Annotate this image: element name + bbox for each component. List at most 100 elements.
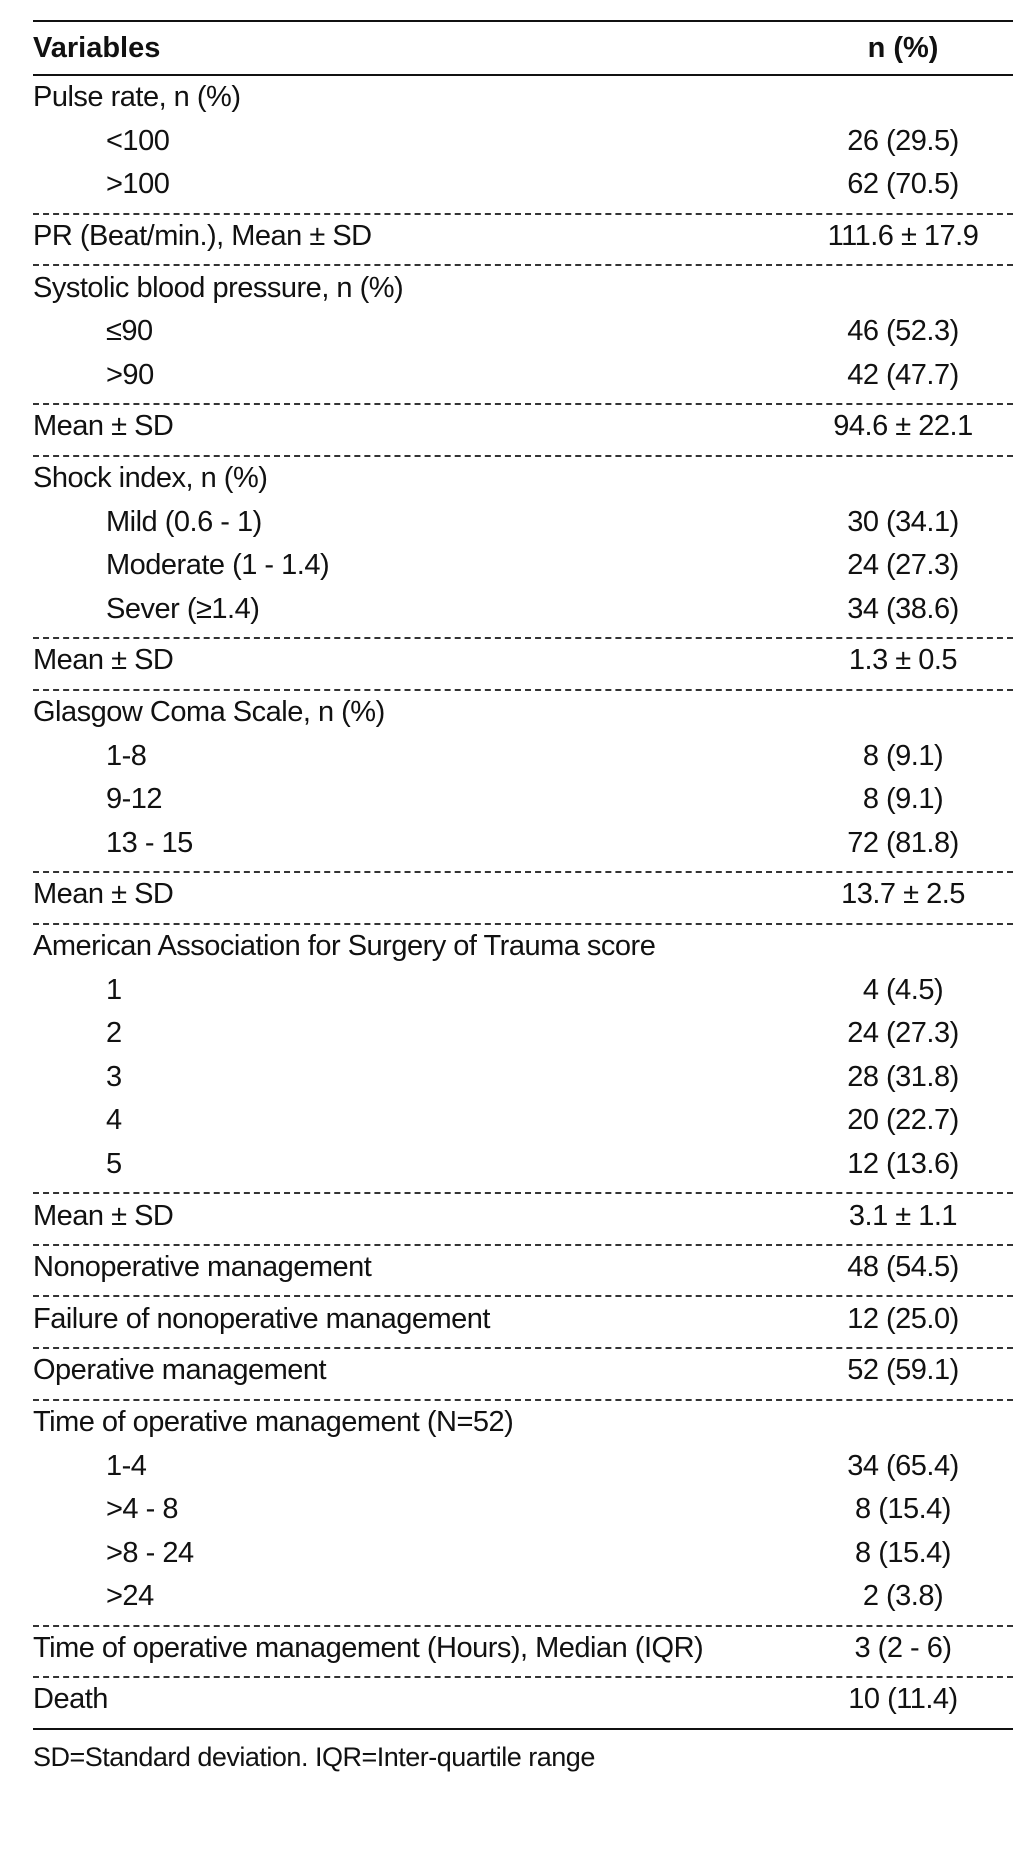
table-row: >4 - 8 8 (15.4) [33,1488,1013,1532]
table-row: Time of operative management (N=52) [33,1401,1013,1445]
row-value: 20 (22.7) [847,1104,959,1137]
row-value: 12 (13.6) [847,1147,959,1180]
row-label: Mean ± SD [33,410,174,443]
row-label: Glasgow Coma Scale, n (%) [33,696,385,729]
table-row-group: Mean ± SD 94.6 ± 22.1 [33,405,1013,457]
row-value: 46 (52.3) [847,315,959,348]
row-label: 13 - 15 [106,826,193,859]
table-row: 3 28 (31.8) [33,1055,1013,1099]
table-row: Mean ± SD 13.7 ± 2.5 [33,873,1013,917]
row-label: Death [33,1683,108,1716]
table-row: <100 26 (29.5) [33,120,1013,164]
table-row-group: American Association for Surgery of Trau… [33,925,1013,1195]
row-label: <100 [106,124,170,157]
row-label: >100 [106,168,170,201]
row-value: 26 (29.5) [847,124,959,157]
row-value: 111.6 ± 17.9 [827,220,979,253]
row-value: 62 (70.5) [847,168,959,201]
table-row: >8 - 24 8 (15.4) [33,1531,1013,1575]
table-body: Pulse rate, n (%) <100 26 (29.5) >100 62 (70… [33,76,1013,1730]
table-row: Shock index, n (%) [33,457,1013,501]
table-row: Time of operative management (Hours), Me… [33,1627,1013,1671]
table-row: 1-4 34 (65.4) [33,1444,1013,1488]
row-label: Nonoperative management [33,1251,372,1284]
table-footnote: SD=Standard deviation. IQR=Inter-quartil… [33,1741,595,1772]
row-value: 94.6 ± 22.1 [833,410,973,443]
row-label: Systolic blood pressure, n (%) [33,271,404,304]
table-row-group: Time of operative management (N=52) 1-4 34… [33,1401,1013,1627]
row-label: PR (Beat/min.), Mean ± SD [33,220,372,253]
table-row: 4 20 (22.7) [33,1099,1013,1143]
table-top-rule [33,20,1013,22]
row-label: 5 [106,1147,122,1180]
table-row: Death 10 (11.4) [33,1678,1013,1722]
table-row: Failure of nonoperative management 12 (25… [33,1297,1013,1341]
table-header-rule [33,74,1013,76]
row-value: 13.7 ± 2.5 [841,878,965,911]
table-row: Mean ± SD 1.3 ± 0.5 [33,639,1013,683]
table-row-group: Failure of nonoperative management 12 (25… [33,1297,1013,1350]
row-label: 4 [106,1104,122,1137]
row-label: 9-12 [106,783,163,816]
row-value: 4 (4.5) [862,973,944,1006]
row-value: 42 (47.7) [847,358,959,391]
row-value: 30 (34.1) [847,505,959,538]
table-row-group: Nonoperative management 48 (54.5) [33,1246,1013,1298]
table-row: 13 - 15 72 (81.8) [33,822,1013,866]
table-row: >90 42 (47.7) [33,354,1013,398]
data-table: Variables n (%) Pulse rate, n (%) <100 26 … [33,0,1013,1773]
row-label: 3 [106,1060,122,1093]
row-label: Failure of nonoperative management [33,1302,490,1335]
row-value: 28 (31.8) [847,1060,959,1093]
table-row-group: Systolic blood pressure, n (%) ≤90 46 (52.… [33,266,1013,406]
row-label: 1-8 [106,739,147,772]
table-row: Systolic blood pressure, n (%) [33,266,1013,310]
row-label: Mean ± SD [33,1199,174,1232]
row-label: 1-4 [106,1449,147,1482]
row-value: 48 (54.5) [847,1251,959,1284]
table-row-group: Shock index, n (%) Mild (0.6 - 1) 30 (34.1… [33,457,1013,640]
table-row: 1 4 (4.5) [33,968,1013,1012]
row-value: 24 (27.3) [847,1017,959,1050]
table-row-group: Mean ± SD 13.7 ± 2.5 [33,873,1013,925]
table-row: Moderate (1 - 1.4) 24 (27.3) [33,544,1013,588]
table-row-group: PR (Beat/min.), Mean ± SD 111.6 ± 17.9 [33,215,1013,267]
row-label: Mean ± SD [33,644,174,677]
table-row: Mild (0.6 - 1) 30 (34.1) [33,500,1013,544]
row-label: >90 [106,358,154,391]
table-row-group: Pulse rate, n (%) <100 26 (29.5) >100 62 (70… [33,76,1013,215]
table-row: Operative management 52 (59.1) [33,1349,1013,1393]
table-row-group: Mean ± SD 1.3 ± 0.5 [33,639,1013,691]
table-row: PR (Beat/min.), Mean ± SD 111.6 ± 17.9 [33,215,1013,259]
row-label: >4 - 8 [106,1493,178,1526]
row-value: 52 (59.1) [847,1354,959,1387]
row-label: Time of operative management (N=52) [33,1405,514,1438]
header-variables: Variables [33,31,161,64]
row-label: ≤90 [106,315,153,348]
table-row: ≤90 46 (52.3) [33,310,1013,354]
row-label: Operative management [33,1354,327,1387]
table-row: Sever (≥1.4) 34 (38.6) [33,588,1013,632]
table-row: 2 24 (27.3) [33,1012,1013,1056]
row-value: 8 (15.4) [855,1536,951,1569]
row-value: 34 (65.4) [847,1449,959,1482]
row-label: Mild (0.6 - 1) [106,505,262,538]
header-n-percent: n (%) [867,31,939,64]
table-row: 9-12 8 (9.1) [33,778,1013,822]
table-row-group: Death 10 (11.4) [33,1678,1013,1730]
table-row-group: Glasgow Coma Scale, n (%) 1-8 8 (9.1) 9-12 8… [33,691,1013,874]
row-value: 34 (38.6) [847,592,959,625]
table-row: Glasgow Coma Scale, n (%) [33,691,1013,735]
row-label: 1 [106,973,122,1006]
table-row: Pulse rate, n (%) [33,76,1013,120]
table-header: Variables n (%) [33,22,1013,74]
table-row-group: Operative management 52 (59.1) [33,1349,1013,1401]
row-value: 3 (2 - 6) [854,1631,952,1664]
row-label: Pulse rate, n (%) [33,81,241,114]
row-label: >8 - 24 [106,1536,194,1569]
table-row: >24 2 (3.8) [33,1575,1013,1619]
row-value: 10 (11.4) [848,1683,958,1716]
row-label: American Association for Surgery of Trau… [33,929,656,962]
row-label: Shock index, n (%) [33,462,268,495]
table-row: 1-8 8 (9.1) [33,734,1013,778]
